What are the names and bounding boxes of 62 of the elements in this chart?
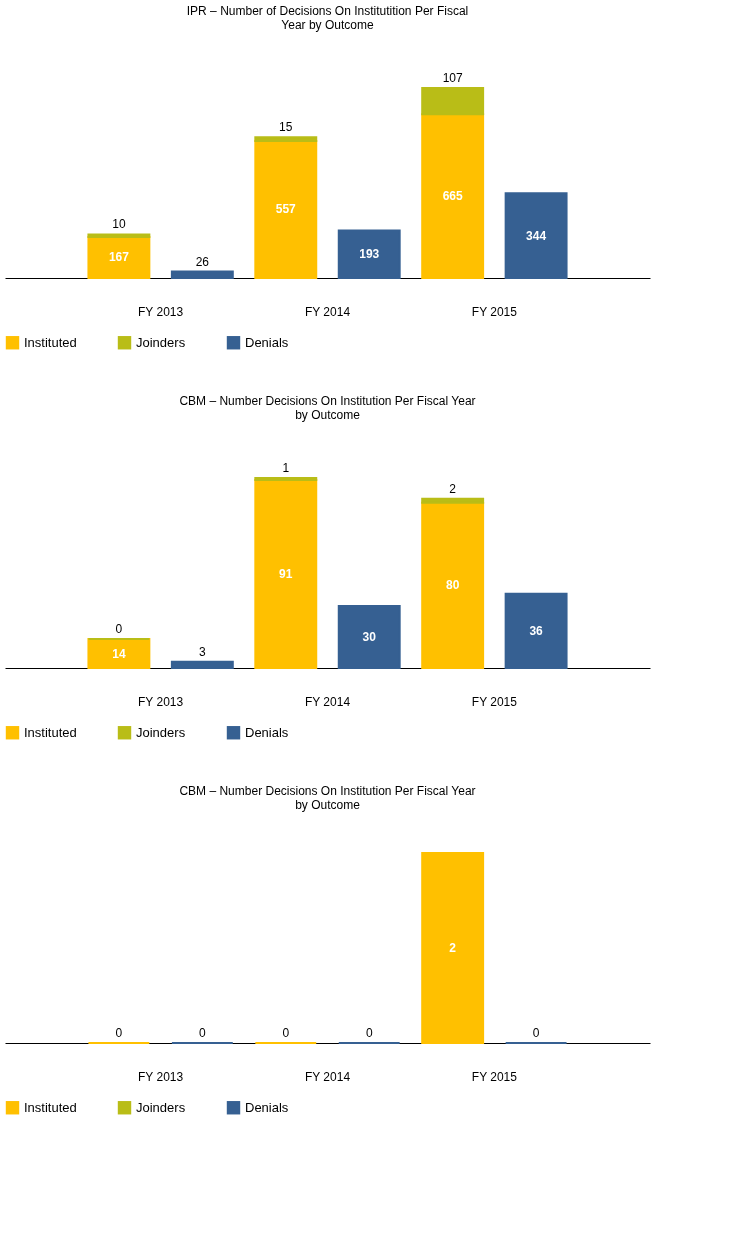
x-tick-label: FY 2014 — [304, 304, 351, 319]
x-tick-label: FY 2014 — [304, 694, 351, 709]
bar — [254, 139, 318, 279]
x-tick-label: FY 2013 — [138, 694, 184, 709]
data-label: 30 — [362, 630, 377, 645]
data-label: 0 — [115, 1026, 123, 1040]
bar — [87, 638, 151, 669]
bar — [421, 497, 485, 504]
bar — [87, 235, 151, 279]
data-label: 14 — [112, 646, 126, 661]
x-tick-label: FY 2013 — [138, 1069, 184, 1084]
bar — [421, 113, 485, 279]
legend-label: Instituted — [24, 724, 77, 740]
data-label: 36 — [529, 623, 544, 638]
legend-label: Joinders — [136, 724, 186, 740]
data-label: 2 — [449, 481, 457, 496]
data-label: 0 — [198, 1026, 206, 1040]
bar — [337, 229, 401, 279]
x-tick-label: FY 2014 — [304, 1069, 351, 1084]
chart-title: IPR – Number of Decisions On Institutition Per Fiscal Year by Outcome — [186, 4, 469, 32]
bar — [421, 501, 485, 669]
bar — [170, 270, 234, 279]
data-label: 1 — [282, 461, 290, 475]
data-label: 0 — [365, 1026, 373, 1040]
data-label: 10 — [112, 217, 126, 232]
data-label: 193 — [359, 247, 380, 262]
bar — [254, 479, 318, 669]
legend-label: Denials — [245, 334, 289, 350]
chart-title: CBM – Number Decisions On Institution Per Fiscal Year by Outcome — [179, 784, 476, 812]
bar — [337, 605, 401, 669]
legend-label: Instituted — [24, 1099, 77, 1115]
legend-label: Denials — [245, 724, 289, 740]
x-tick-label: FY 2015 — [471, 1069, 518, 1084]
data-label: 344 — [526, 228, 547, 243]
data-label: 15 — [279, 120, 293, 135]
legend-label: Denials — [245, 1099, 289, 1115]
data-label: 3 — [198, 644, 206, 659]
bar — [87, 233, 151, 238]
data-label: 91 — [279, 567, 293, 582]
x-tick-label: FY 2013 — [138, 304, 184, 319]
bar — [170, 660, 234, 669]
data-label: 665 — [442, 189, 463, 204]
bar — [504, 592, 568, 669]
data-label: 2 — [449, 941, 457, 955]
data-label: 80 — [445, 578, 460, 593]
data-label: 0 — [282, 1026, 290, 1040]
chart-title: CBM – Number Decisions On Institution Per Fiscal Year by Outcome — [179, 394, 476, 422]
x-tick-label: FY 2015 — [471, 694, 518, 709]
bar — [504, 192, 568, 279]
data-label: 26 — [195, 254, 210, 269]
legend-label: Joinders — [136, 334, 186, 350]
data-label: 107 — [442, 71, 463, 85]
x-tick-label: FY 2015 — [471, 304, 518, 319]
legend-label: Instituted — [24, 334, 77, 350]
legend-label: Joinders — [136, 1099, 186, 1115]
bar — [254, 477, 318, 482]
data-label: 167 — [108, 250, 130, 265]
data-label: 0 — [532, 1026, 540, 1040]
bar — [421, 87, 485, 116]
data-label: 557 — [275, 202, 297, 217]
bar — [254, 136, 318, 142]
data-label: 0 — [115, 622, 123, 637]
